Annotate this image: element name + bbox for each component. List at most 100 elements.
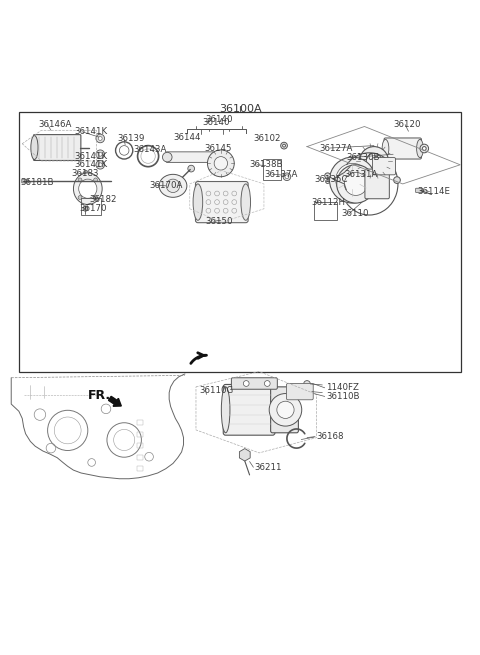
Text: 36170A: 36170A: [149, 181, 182, 190]
FancyBboxPatch shape: [34, 135, 81, 160]
Text: 36141K: 36141K: [75, 152, 108, 160]
FancyBboxPatch shape: [287, 383, 313, 400]
Circle shape: [120, 145, 129, 155]
Circle shape: [325, 179, 329, 183]
Circle shape: [264, 381, 270, 386]
Circle shape: [344, 172, 367, 195]
Text: 36182: 36182: [89, 195, 117, 204]
Circle shape: [207, 150, 234, 177]
Circle shape: [324, 173, 330, 179]
Circle shape: [96, 160, 105, 169]
Ellipse shape: [382, 140, 389, 158]
Text: 36150: 36150: [205, 217, 233, 226]
Text: 36181B: 36181B: [21, 178, 54, 187]
Bar: [137, 443, 143, 448]
FancyBboxPatch shape: [416, 188, 422, 193]
Text: 36141K: 36141K: [75, 160, 108, 169]
FancyBboxPatch shape: [195, 181, 248, 223]
Bar: [137, 455, 143, 460]
FancyBboxPatch shape: [271, 387, 299, 433]
Text: 36112H: 36112H: [312, 198, 346, 206]
Ellipse shape: [73, 173, 102, 204]
Text: 36145: 36145: [204, 145, 232, 153]
Circle shape: [283, 173, 291, 181]
Circle shape: [336, 163, 369, 197]
Circle shape: [366, 153, 382, 168]
FancyBboxPatch shape: [365, 169, 389, 198]
Bar: [19, 112, 461, 371]
Circle shape: [98, 136, 102, 140]
FancyArrow shape: [108, 396, 121, 406]
Ellipse shape: [159, 174, 187, 197]
Circle shape: [98, 163, 102, 166]
Bar: [263, 159, 281, 180]
Text: 36100A: 36100A: [219, 103, 261, 113]
FancyBboxPatch shape: [372, 158, 396, 175]
Ellipse shape: [417, 140, 423, 158]
Text: 36140: 36140: [202, 118, 230, 127]
Ellipse shape: [193, 184, 203, 220]
Ellipse shape: [241, 184, 251, 220]
Text: 36127A: 36127A: [319, 143, 352, 153]
Bar: [137, 421, 143, 425]
Bar: [314, 202, 336, 220]
Circle shape: [98, 153, 102, 156]
Text: 36138B: 36138B: [250, 160, 283, 169]
Circle shape: [166, 179, 180, 193]
Bar: [137, 432, 143, 437]
Ellipse shape: [31, 136, 38, 160]
Text: 36110G: 36110G: [199, 386, 234, 395]
FancyBboxPatch shape: [166, 152, 214, 162]
Circle shape: [188, 165, 194, 172]
Circle shape: [336, 165, 375, 203]
Circle shape: [422, 147, 426, 151]
Circle shape: [94, 196, 97, 199]
FancyBboxPatch shape: [231, 378, 277, 389]
Circle shape: [277, 402, 294, 419]
Circle shape: [329, 157, 375, 203]
Circle shape: [78, 178, 82, 182]
Bar: [81, 198, 101, 215]
Bar: [137, 466, 143, 471]
Circle shape: [394, 177, 400, 183]
Text: FR.: FR.: [88, 389, 111, 402]
Text: 36140: 36140: [205, 115, 233, 124]
Text: 1140FZ: 1140FZ: [326, 383, 359, 392]
Text: 36110B: 36110B: [326, 392, 360, 401]
Text: 36141K: 36141K: [75, 127, 108, 136]
Text: 36146A: 36146A: [38, 120, 72, 129]
Text: 36102: 36102: [253, 134, 280, 143]
Circle shape: [285, 175, 289, 179]
Text: 36139: 36139: [117, 134, 144, 143]
Circle shape: [78, 196, 82, 199]
Text: 36120: 36120: [393, 120, 420, 129]
Circle shape: [304, 381, 311, 387]
Circle shape: [162, 153, 172, 162]
Text: 36131A: 36131A: [344, 170, 378, 179]
Circle shape: [214, 157, 228, 170]
Ellipse shape: [79, 179, 97, 198]
Text: 36143A: 36143A: [134, 145, 167, 154]
Text: 36168: 36168: [317, 432, 344, 441]
Text: 36144: 36144: [173, 134, 201, 143]
FancyBboxPatch shape: [22, 179, 28, 183]
FancyBboxPatch shape: [384, 138, 421, 159]
Text: 36211: 36211: [254, 462, 282, 472]
Circle shape: [94, 178, 97, 182]
Text: 36183: 36183: [72, 169, 99, 178]
Circle shape: [283, 144, 286, 147]
Circle shape: [360, 147, 388, 176]
FancyBboxPatch shape: [223, 384, 275, 435]
Text: 36114E: 36114E: [417, 187, 450, 196]
Circle shape: [84, 170, 88, 176]
Circle shape: [83, 206, 88, 211]
Circle shape: [96, 150, 105, 159]
Circle shape: [420, 144, 429, 153]
Text: 36135C: 36135C: [314, 175, 348, 183]
Circle shape: [243, 381, 249, 386]
Circle shape: [96, 134, 105, 143]
Circle shape: [269, 394, 302, 426]
Text: 36170: 36170: [80, 204, 107, 214]
Ellipse shape: [221, 387, 230, 433]
Text: 36130B: 36130B: [346, 153, 380, 162]
